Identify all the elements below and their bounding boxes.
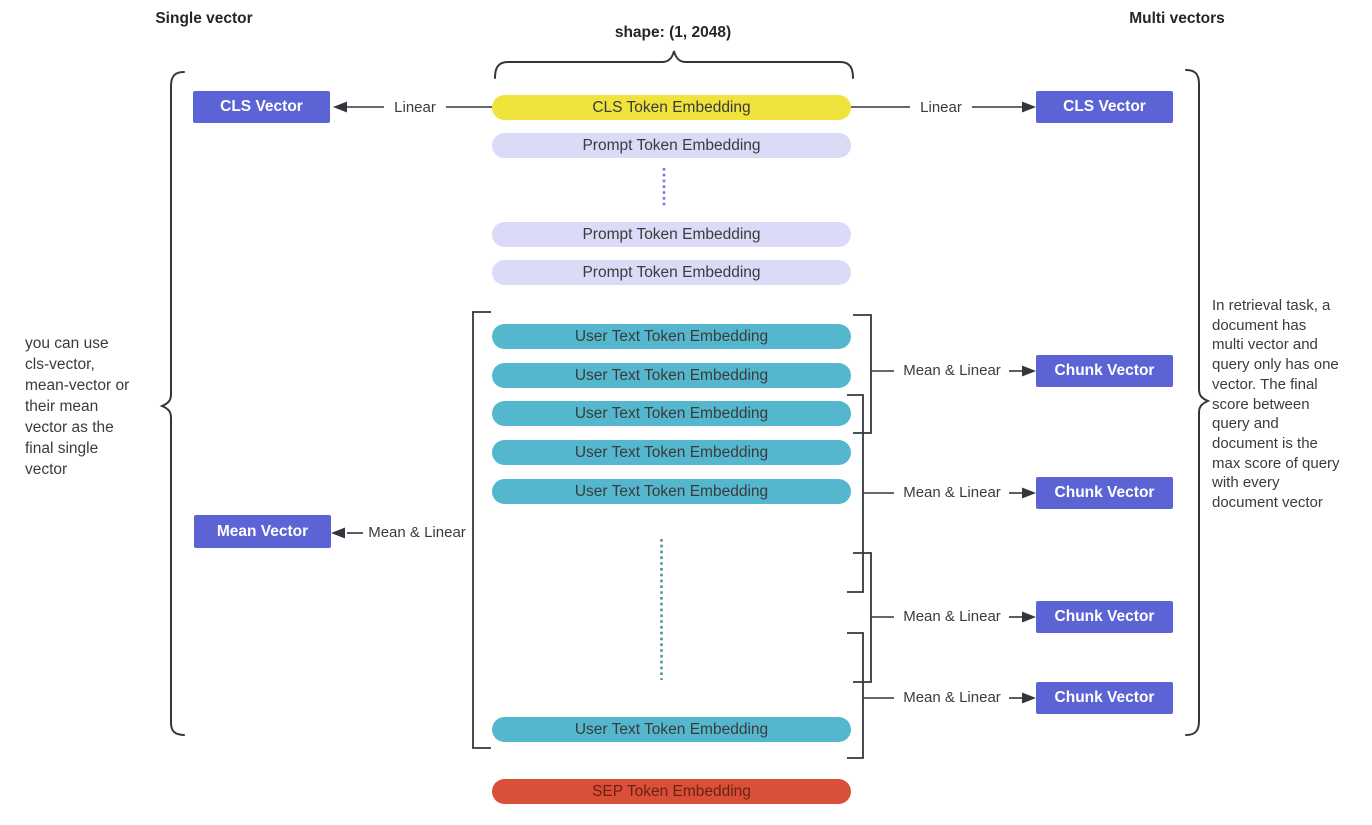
mean-linear-label-1: Mean & Linear <box>895 362 1009 379</box>
right-cls-vector-box: CLS Vector <box>1036 91 1173 123</box>
chunk3-bracket <box>853 552 872 683</box>
chunk1-bracket <box>853 314 872 434</box>
chunk2-arrowhead <box>1022 487 1036 499</box>
chunk-vector-box-1: Chunk Vector <box>1036 355 1173 387</box>
left-linear-label: Linear <box>384 99 446 116</box>
mean-linear-label-3: Mean & Linear <box>895 608 1009 625</box>
chunk3-arrowhead <box>1022 611 1036 623</box>
mean-linear-label-4: Mean & Linear <box>895 689 1009 706</box>
single-vector-brace <box>159 71 185 736</box>
chunk-vector-box-3: Chunk Vector <box>1036 601 1173 633</box>
mean-vector-box: Mean Vector <box>194 515 331 548</box>
chunk-vector-box-2: Chunk Vector <box>1036 477 1173 509</box>
user-token-pill-3: User Text Token Embedding <box>492 401 851 426</box>
user-token-pill-5: User Text Token Embedding <box>492 479 851 504</box>
user-token-pill-1: User Text Token Embedding <box>492 324 851 349</box>
single-vector-note: you can use cls-vector, mean-vector or t… <box>25 335 130 478</box>
multi-vector-note: In retrieval task, a document has multi … <box>1212 297 1340 512</box>
chunk4-bracket <box>847 632 864 759</box>
multi-vectors-heading: Multi vectors <box>1129 10 1225 27</box>
user-token-pill-2: User Text Token Embedding <box>492 363 851 388</box>
single-vector-heading: Single vector <box>155 10 253 27</box>
mean-left-arrowhead <box>331 527 345 539</box>
mean-linear-label-left: Mean & Linear <box>363 524 471 541</box>
shape-heading: shape: (1, 2048) <box>614 24 732 41</box>
right-linear-label: Linear <box>910 99 972 116</box>
cls-left-arrowhead <box>333 101 347 113</box>
cls-token-pill: CLS Token Embedding <box>492 95 851 120</box>
left-cls-vector-box: CLS Vector <box>193 91 330 123</box>
prompt-token-pill-3: Prompt Token Embedding <box>492 260 851 285</box>
prompt-token-pill-1: Prompt Token Embedding <box>492 133 851 158</box>
multi-vector-brace <box>1185 69 1211 736</box>
prompt-token-pill-2: Prompt Token Embedding <box>492 222 851 247</box>
chunk4-arrowhead <box>1022 692 1036 704</box>
shape-brace <box>494 50 854 79</box>
user-token-pill-4: User Text Token Embedding <box>492 440 851 465</box>
mean-linear-label-2: Mean & Linear <box>895 484 1009 501</box>
sep-token-pill: SEP Token Embedding <box>492 779 851 804</box>
chunk-vector-box-4: Chunk Vector <box>1036 682 1173 714</box>
user-token-pill-6: User Text Token Embedding <box>492 717 851 742</box>
cls-right-arrowhead <box>1022 101 1036 113</box>
user-tokens-left-bracket <box>472 311 491 749</box>
chunk1-arrowhead <box>1022 365 1036 377</box>
